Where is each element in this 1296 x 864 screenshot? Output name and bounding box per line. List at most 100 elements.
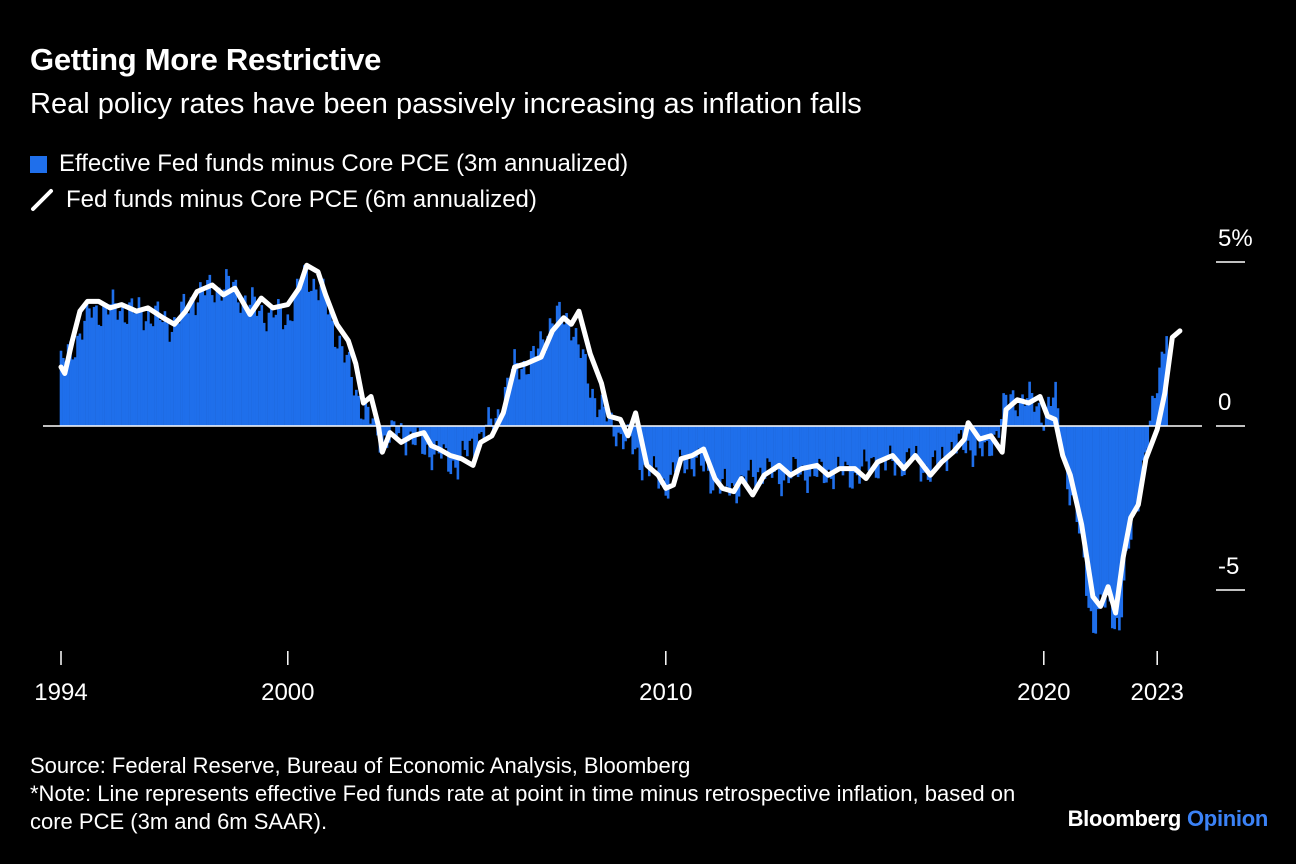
bar xyxy=(298,287,301,426)
bar xyxy=(721,426,724,479)
bar xyxy=(898,426,901,461)
bar xyxy=(501,414,505,426)
bar xyxy=(1146,426,1150,449)
bar xyxy=(867,426,871,472)
bar xyxy=(525,374,528,426)
bar xyxy=(940,426,944,447)
bar xyxy=(199,282,202,426)
bar xyxy=(787,426,790,484)
bar xyxy=(562,324,566,426)
bar xyxy=(85,300,89,426)
bar xyxy=(806,426,809,493)
chart-title: Getting More Restrictive xyxy=(30,42,382,77)
bar xyxy=(449,426,453,475)
bar xyxy=(73,357,77,426)
y-tick-label: 5% xyxy=(1218,225,1253,252)
footnote-text: *Note: Line represents effective Fed fun… xyxy=(30,781,1016,834)
bar xyxy=(695,426,698,458)
bar xyxy=(1144,426,1147,453)
bar xyxy=(761,426,764,484)
bar xyxy=(515,362,519,426)
bar xyxy=(879,426,883,459)
bar xyxy=(888,426,892,446)
bar xyxy=(64,361,68,426)
bar xyxy=(359,418,363,426)
bar xyxy=(137,297,141,426)
bar xyxy=(267,312,271,426)
bar xyxy=(142,330,145,426)
bar xyxy=(858,426,861,484)
bar xyxy=(130,298,134,426)
bar xyxy=(366,406,370,426)
bar xyxy=(567,323,571,426)
bar xyxy=(555,305,559,426)
bar xyxy=(1056,408,1060,426)
bar xyxy=(846,426,850,465)
bar xyxy=(463,426,467,450)
bar xyxy=(1129,426,1133,540)
bar xyxy=(855,426,859,476)
x-tick-label: 2000 xyxy=(261,679,314,706)
bar xyxy=(508,383,512,426)
bar xyxy=(177,323,181,426)
bar xyxy=(886,426,890,460)
bar xyxy=(874,426,878,478)
bar xyxy=(66,344,70,426)
bar xyxy=(995,426,998,432)
bar xyxy=(1120,426,1124,618)
bar xyxy=(111,289,115,426)
bar xyxy=(293,295,297,426)
bar xyxy=(217,287,221,426)
bar xyxy=(1099,426,1102,595)
bar xyxy=(1160,351,1164,426)
x-tick-label: 2023 xyxy=(1131,679,1184,706)
bar xyxy=(749,426,753,460)
bar xyxy=(1051,397,1055,426)
bar xyxy=(690,426,694,470)
bar xyxy=(345,354,349,426)
bar xyxy=(347,351,351,426)
bar xyxy=(945,426,949,472)
bar xyxy=(258,310,261,426)
bar xyxy=(97,324,101,426)
bar xyxy=(480,426,483,433)
bar xyxy=(832,426,835,490)
bar xyxy=(106,314,110,426)
bar xyxy=(324,299,327,426)
bar xyxy=(881,426,885,459)
legend-item-line-series: Fed funds minus Core PCE (6m annualized) xyxy=(30,186,537,214)
bar xyxy=(782,426,786,481)
bar xyxy=(659,426,663,485)
bar xyxy=(303,265,306,426)
bar xyxy=(619,426,623,435)
bar xyxy=(669,426,672,475)
bar xyxy=(1087,426,1090,608)
bar xyxy=(532,345,535,426)
bar xyxy=(789,426,793,479)
bar xyxy=(818,426,821,459)
bar xyxy=(161,322,164,426)
x-axis: 1994 2000 2010 2020 2023 xyxy=(34,651,1184,706)
bar xyxy=(539,331,542,426)
bar xyxy=(288,320,292,426)
bar xyxy=(929,426,932,482)
bar xyxy=(489,418,493,426)
y-axis: 5% 0 -5 xyxy=(1216,225,1253,591)
bar xyxy=(274,314,278,426)
bar xyxy=(329,309,332,426)
bar xyxy=(203,295,207,426)
bar xyxy=(860,426,864,467)
bar xyxy=(579,357,583,426)
bar xyxy=(1108,426,1112,602)
bar xyxy=(799,426,802,475)
bar xyxy=(1016,416,1020,426)
bar xyxy=(466,426,469,457)
bar xyxy=(740,426,743,476)
bar xyxy=(255,315,259,426)
bar xyxy=(1068,426,1072,506)
bar xyxy=(733,426,736,486)
bar xyxy=(1139,426,1142,494)
bar xyxy=(451,426,455,461)
bar xyxy=(709,426,712,494)
chart-subtitle: Real policy rates have been passively in… xyxy=(30,88,862,120)
